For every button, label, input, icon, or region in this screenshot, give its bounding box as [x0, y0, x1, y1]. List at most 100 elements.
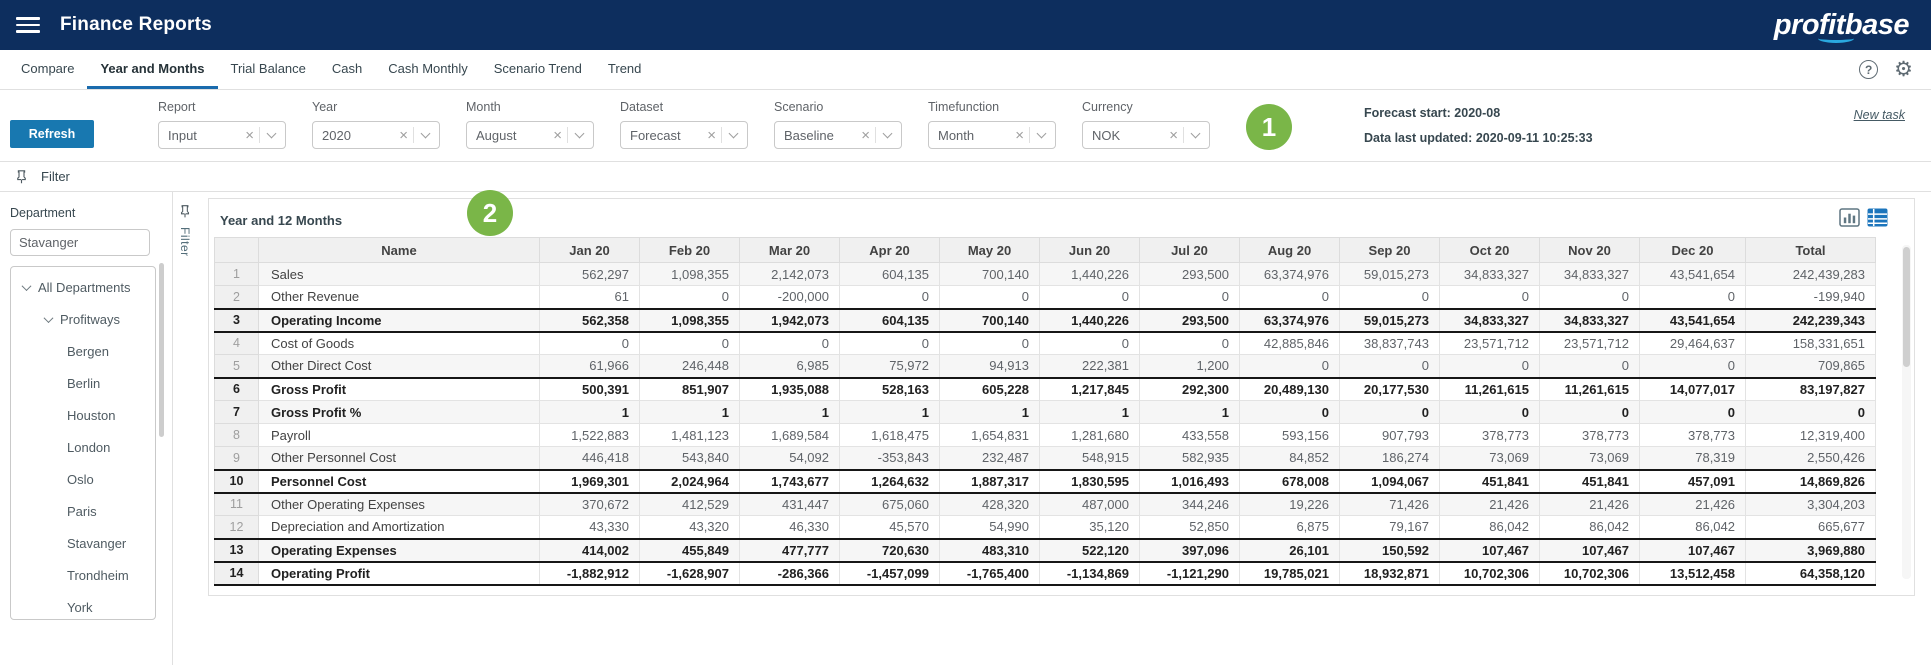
clear-icon[interactable]: × [861, 126, 870, 144]
value-cell-jan-20: 0 [539, 331, 640, 355]
help-icon[interactable]: ? [1859, 60, 1879, 79]
table-row-sales: 1 Sales 562,297 1,098,355 2,142,073 604,135 70… [214, 262, 1876, 286]
value-cell-sep-20: 71,426 [1339, 492, 1440, 516]
tree-item-label: Stavanger [67, 535, 127, 551]
filter-dropdown-dataset[interactable]: Forecast × [620, 121, 748, 149]
chevron-down-icon[interactable] [882, 128, 893, 139]
clear-icon[interactable]: × [707, 126, 716, 144]
filter-dropdown-scenario[interactable]: Baseline × [774, 121, 902, 149]
content-area: Department All Departments Profitways Berg… [0, 192, 1931, 665]
tab-trend[interactable]: Trend [607, 60, 642, 76]
gear-icon[interactable]: ⚙ [1894, 58, 1913, 81]
value-cell-feb-20: 455,849 [639, 537, 740, 563]
tree-item-oslo[interactable]: Oslo [11, 463, 155, 495]
value-cell-sep-20: 0 [1339, 354, 1440, 378]
chevron-down-icon[interactable] [43, 312, 54, 323]
filter-group-dataset: Dataset Forecast × [620, 100, 748, 149]
tree-item-berlin[interactable]: Berlin [11, 367, 155, 399]
profitbase-logo: profitbase [1774, 9, 1910, 43]
table-view-icon[interactable] [1867, 208, 1888, 227]
value-cell-total: 665,677 [1745, 515, 1876, 539]
filter-dropdown-year[interactable]: 2020 × [312, 121, 440, 149]
value-cell-may-20: 700,140 [939, 307, 1040, 333]
hamburger-menu-icon[interactable] [16, 17, 40, 33]
table-scrollbar-thumb[interactable] [1903, 247, 1910, 367]
chevron-down-icon[interactable] [21, 280, 32, 291]
tree-item-stavanger[interactable]: Stavanger [11, 527, 155, 559]
filter-dropdown-month[interactable]: August × [466, 121, 594, 149]
filter-value-scenario: Baseline [784, 127, 834, 143]
value-cell-jun-20: 1,440,226 [1039, 262, 1140, 286]
value-cell-apr-20: 45,570 [839, 515, 940, 539]
refresh-button[interactable]: Refresh [10, 120, 94, 148]
value-cell-aug-20: 0 [1239, 285, 1340, 309]
tree-item-paris[interactable]: Paris [11, 495, 155, 527]
value-cell-apr-20: 0 [839, 285, 940, 309]
tab-scenario-trend[interactable]: Scenario Trend [493, 60, 582, 76]
chevron-down-icon[interactable] [1036, 128, 1047, 139]
dropdown-separator [259, 127, 260, 143]
filter-group-timefunction: Timefunction Month × [928, 100, 1056, 149]
tab-compare[interactable]: Compare [21, 60, 75, 76]
control-bar: Refresh Report Input × Year 2020 × Month August… [0, 90, 1931, 162]
chevron-down-icon[interactable] [1190, 128, 1201, 139]
tab-year-and-months[interactable]: Year and Months [87, 50, 218, 89]
value-cell-apr-20: 720,630 [839, 537, 940, 563]
table-scrollbar-track[interactable] [1902, 245, 1911, 579]
table-row-depreciation-and-amortization: 12 Depreciation and Amortization 43,330 43,… [214, 515, 1876, 539]
value-cell-jun-20: 548,915 [1039, 446, 1140, 470]
filter-label-report: Report [158, 100, 196, 114]
tree-item-label: Houston [67, 407, 116, 423]
chevron-down-icon[interactable] [420, 128, 431, 139]
pin-icon[interactable] [14, 169, 29, 185]
filter-dropdown-currency[interactable]: NOK × [1082, 121, 1210, 149]
pin-icon[interactable] [178, 204, 192, 219]
department-search-input[interactable] [10, 229, 150, 256]
value-cell-sep-20: 59,015,273 [1339, 262, 1440, 286]
value-cell-oct-20: 451,841 [1439, 468, 1540, 494]
row-name-cell: Other Direct Cost [258, 354, 540, 378]
value-cell-feb-20: -1,628,907 [639, 560, 740, 586]
collapsed-filter-panel[interactable]: Filter [173, 192, 197, 665]
row-number-cell: 5 [214, 354, 259, 378]
row-number-cell: 2 [214, 285, 259, 309]
tree-item-houston[interactable]: Houston [11, 399, 155, 431]
view-switch-icons [1839, 208, 1888, 227]
sidebar-scrollbar[interactable] [159, 263, 164, 437]
filter-dropdown-report[interactable]: Input × [158, 121, 286, 149]
value-cell-jul-20: 293,500 [1139, 307, 1240, 333]
clear-icon[interactable]: × [1169, 126, 1178, 144]
tree-item-trondheim[interactable]: Trondheim [11, 559, 155, 591]
tree-item-profitways[interactable]: Profitways [11, 303, 155, 335]
chevron-down-icon[interactable] [574, 128, 585, 139]
filter-label-month: Month [466, 100, 501, 114]
tab-cash-monthly[interactable]: Cash Monthly [388, 60, 468, 76]
table-row-other-revenue: 2 Other Revenue 61 0 -200,000 0 0 0 0 0 0 0 0 0 -199,9… [214, 285, 1876, 309]
filter-dropdown-timefunction[interactable]: Month × [928, 121, 1056, 149]
row-number-cell: 14 [214, 560, 259, 586]
tab-cash[interactable]: Cash [331, 60, 363, 76]
clear-icon[interactable]: × [245, 126, 254, 144]
value-cell-aug-20: 84,852 [1239, 446, 1340, 470]
value-cell-jun-20: 1,281,680 [1039, 423, 1140, 447]
new-task-link[interactable]: New task [1853, 108, 1905, 122]
tree-item-york[interactable]: York [11, 591, 155, 619]
value-cell-nov-20: 0 [1539, 400, 1640, 424]
tree-item-bergen[interactable]: Bergen [11, 335, 155, 367]
clear-icon[interactable]: × [553, 126, 562, 144]
value-cell-jul-20: 433,558 [1139, 423, 1240, 447]
clear-icon[interactable]: × [1015, 126, 1024, 144]
value-cell-apr-20: 1,264,632 [839, 468, 940, 494]
value-cell-total: 14,869,826 [1745, 468, 1876, 494]
tab-trial-balance[interactable]: Trial Balance [230, 60, 306, 76]
value-cell-feb-20: 851,907 [639, 376, 740, 401]
value-cell-jan-20: 562,358 [539, 307, 640, 333]
chevron-down-icon[interactable] [266, 128, 277, 139]
forecast-start-text: Forecast start: 2020-08 [1364, 106, 1501, 120]
tree-item-all-departments[interactable]: All Departments [11, 271, 155, 303]
chevron-down-icon[interactable] [728, 128, 739, 139]
clear-icon[interactable]: × [399, 126, 408, 144]
chart-view-icon[interactable] [1839, 208, 1860, 227]
tree-item-london[interactable]: London [11, 431, 155, 463]
value-cell-may-20: 94,913 [939, 354, 1040, 378]
